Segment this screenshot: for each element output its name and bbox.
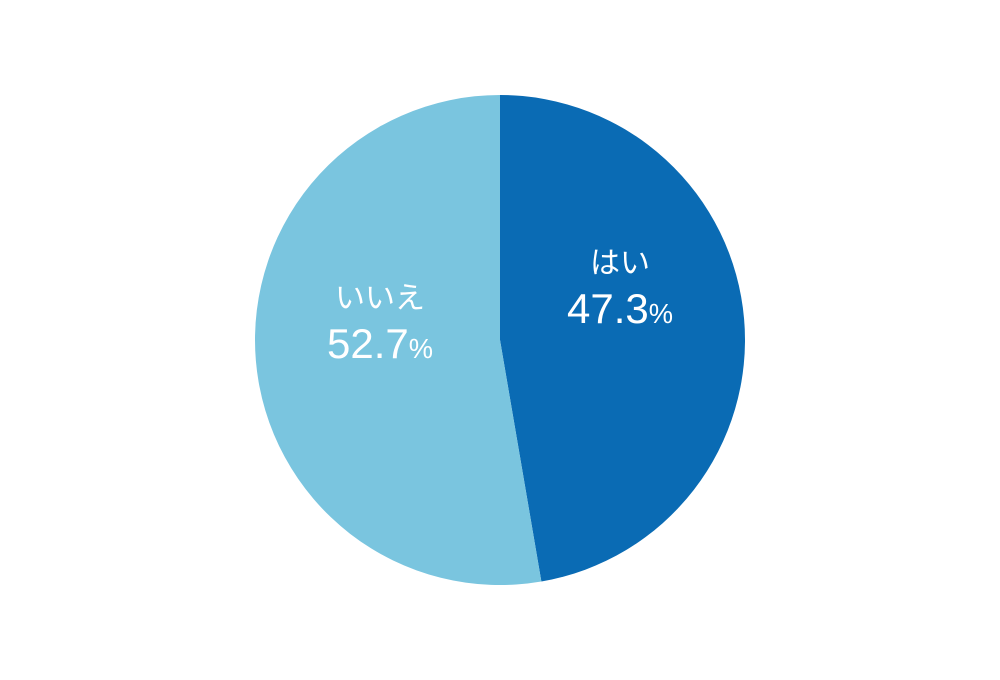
slice-label-1: いいえ52.7% (327, 280, 433, 370)
percent-sign: % (649, 298, 673, 329)
pie-chart: はい47.3%いいえ52.7% (0, 0, 1000, 680)
percent-sign: % (409, 333, 433, 364)
slice-name: いいえ (327, 280, 433, 318)
pie-slice-0 (500, 95, 745, 581)
slice-value: 52.7% (327, 318, 433, 371)
slice-label-0: はい47.3% (567, 245, 673, 335)
slice-value-number: 47.3 (567, 285, 649, 332)
slice-name: はい (567, 245, 673, 283)
slice-value-number: 52.7 (327, 320, 409, 367)
slice-value: 47.3% (567, 283, 673, 336)
